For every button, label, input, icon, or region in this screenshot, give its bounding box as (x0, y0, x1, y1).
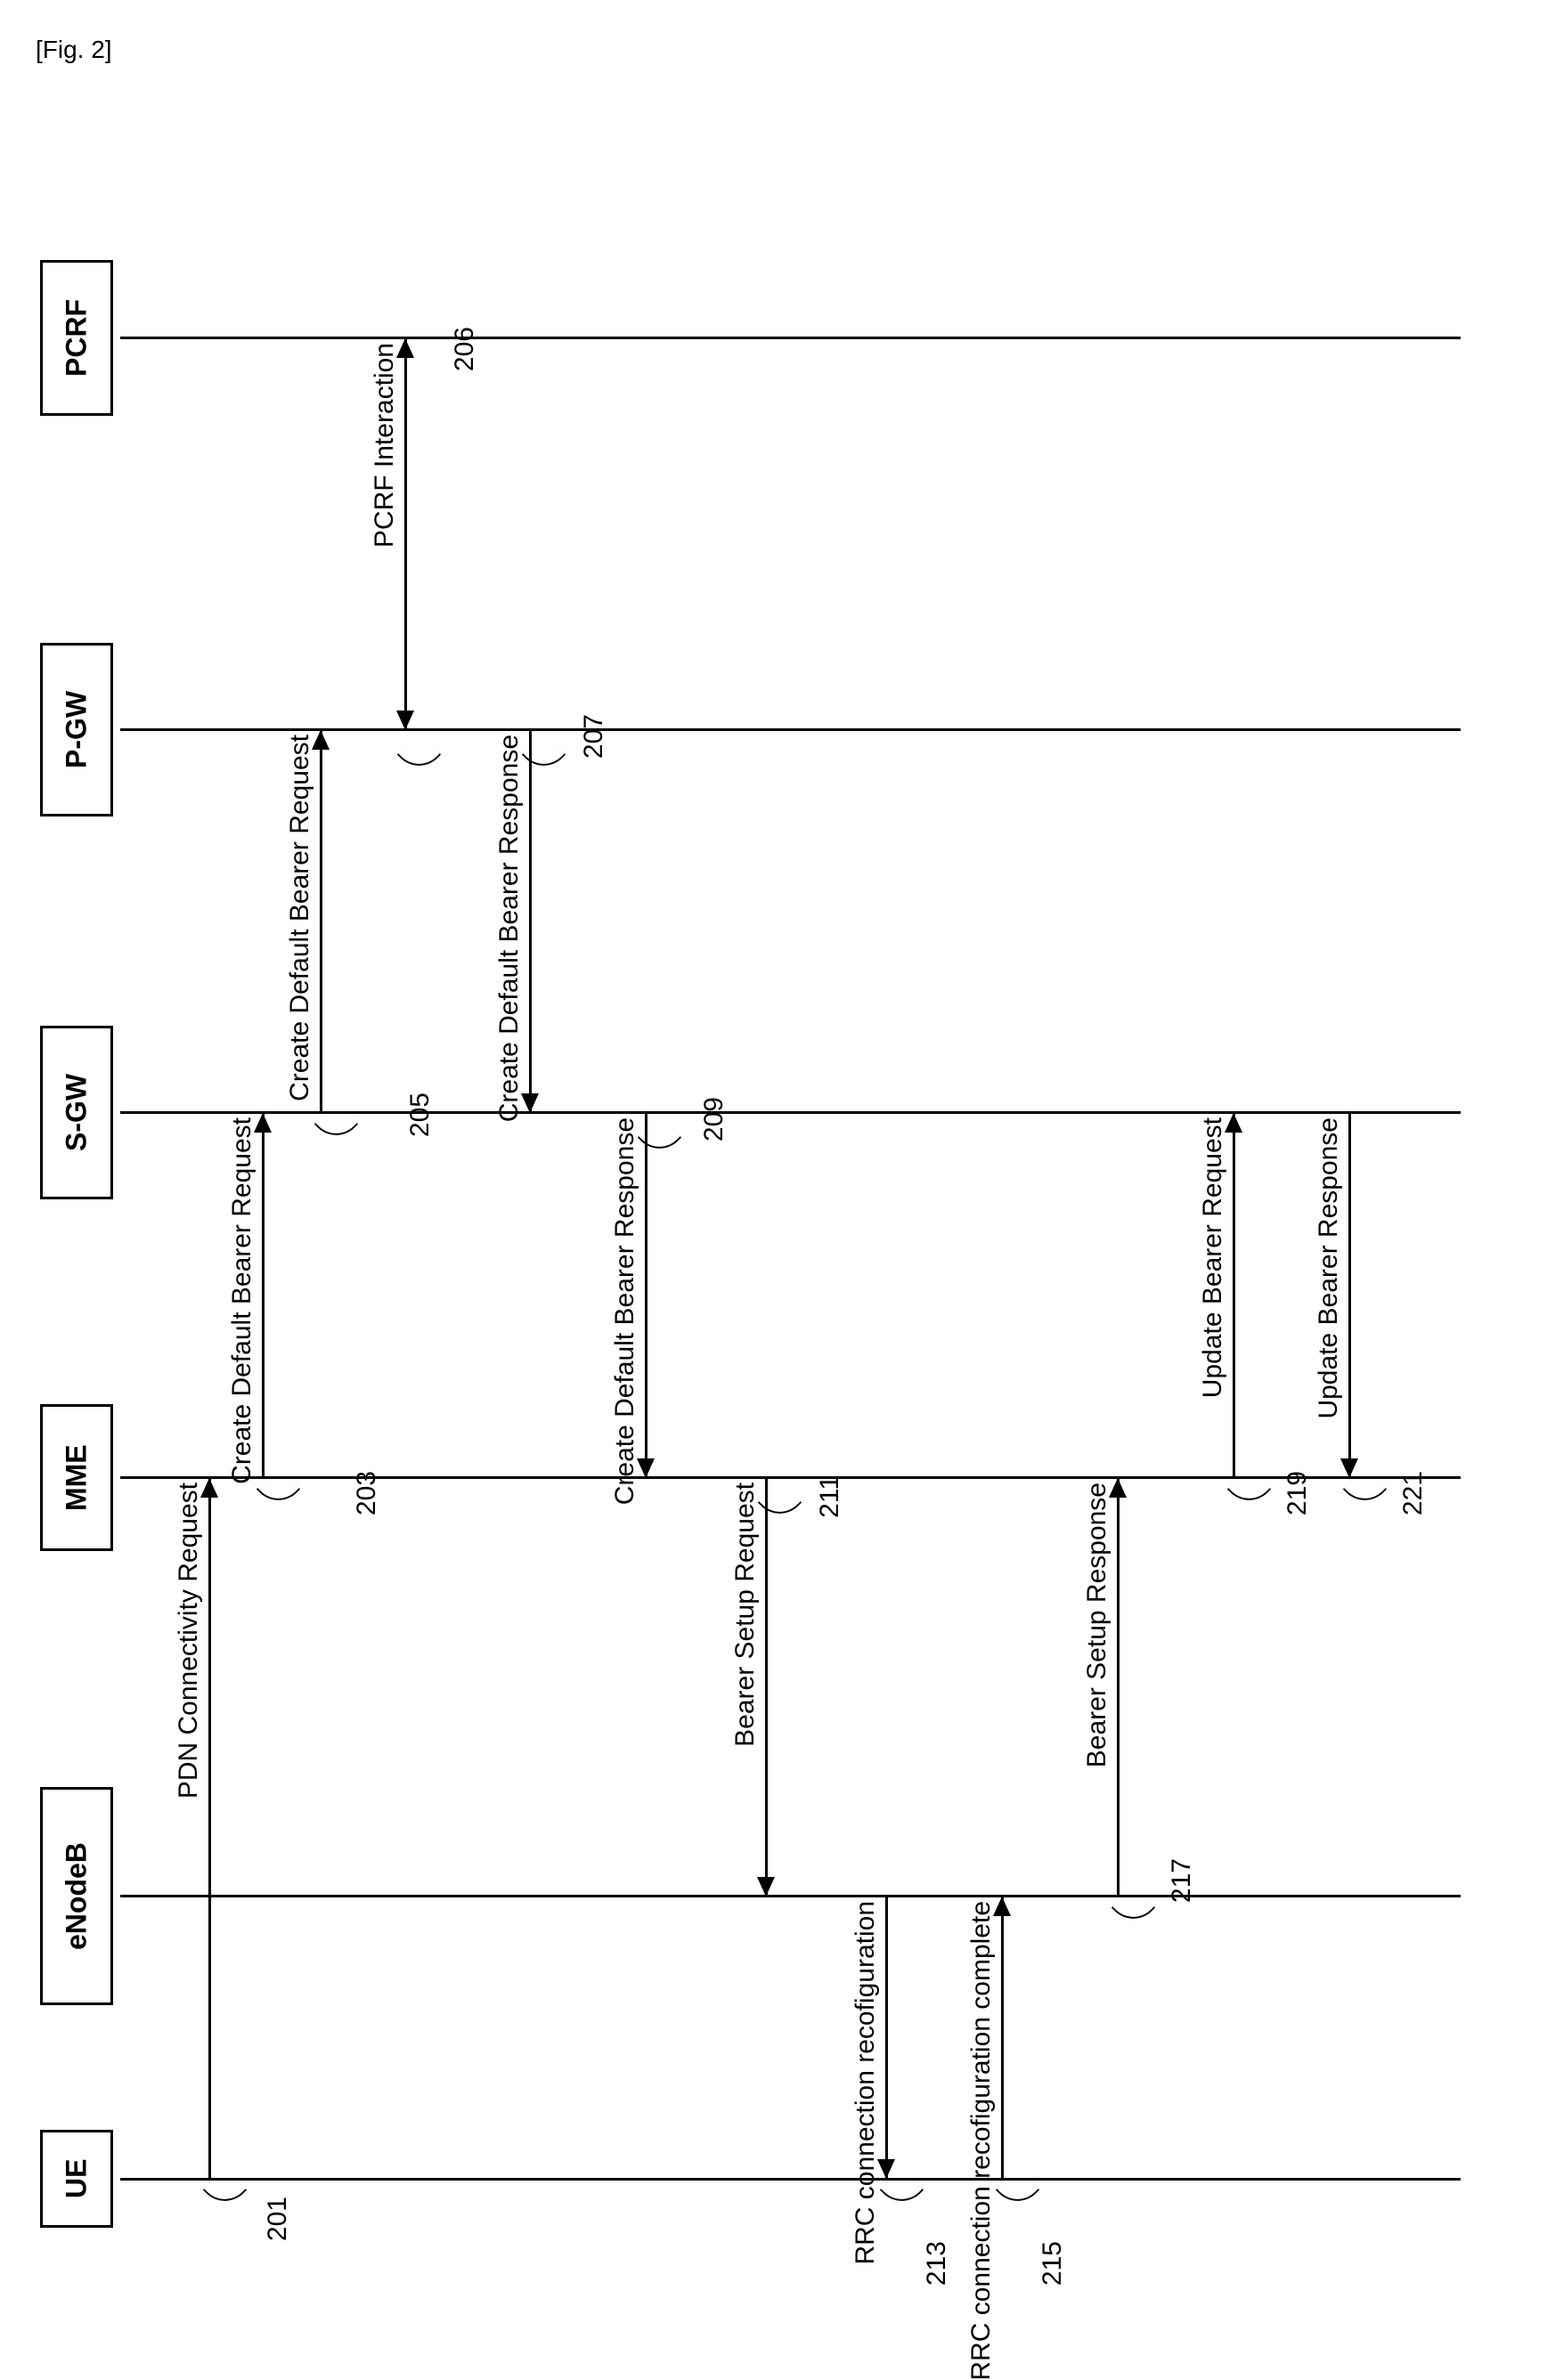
message-label-211: Bearer Setup Request (730, 1482, 761, 1747)
ref-211: 211 (815, 1475, 845, 1518)
message-line-211 (765, 1478, 768, 1897)
connector-206 (397, 732, 441, 776)
actor-mme: MME (40, 1404, 113, 1551)
message-label-219: Update Bearer Request (1198, 1117, 1228, 1398)
ref-207: 207 (579, 714, 609, 759)
message-label-221: Update Bearer Response (1314, 1117, 1344, 1419)
ref-203: 203 (352, 1471, 382, 1515)
ref-205: 205 (405, 1093, 436, 1137)
message-label-201: PDN Connectivity Request (174, 1482, 204, 1799)
message-label-205: Create Default Bearer Request (285, 735, 315, 1101)
arrow-down-icon (757, 1877, 775, 1897)
lifeline-enodeb (120, 1895, 1461, 1897)
ref-217: 217 (1167, 1858, 1197, 1903)
message-line-203 (262, 1113, 265, 1478)
message-label-203: Create Default Bearer Request (227, 1117, 257, 1484)
message-label-206: PCRF Interaction (370, 343, 400, 548)
ref-213: 213 (922, 2241, 952, 2286)
ref-221: 221 (1398, 1471, 1429, 1515)
message-line-209 (645, 1113, 647, 1478)
message-line-201 (208, 1478, 211, 2180)
actor-enodeb: eNodeB (40, 1787, 113, 2005)
message-label-213: RRC connection recofiguration (851, 1901, 881, 2265)
lifeline-ue (120, 2178, 1461, 2181)
ref-209: 209 (699, 1097, 729, 1141)
message-label-209: Create Default Bearer Response (610, 1117, 640, 1505)
ref-201: 201 (263, 2197, 293, 2241)
message-line-207 (529, 730, 532, 1113)
sequence-diagram: UE eNodeB MME S-GW P-GW PCRF PDN Connectivity … (36, 82, 1511, 2308)
figure-label: [Fig. 2] (36, 36, 1511, 64)
ref-215: 215 (1038, 2241, 1068, 2286)
actor-sgw: S-GW (40, 1026, 113, 1199)
arrow-down-icon (1340, 1458, 1358, 1478)
ref-219: 219 (1282, 1471, 1313, 1515)
message-line-206 (404, 338, 407, 730)
message-label-207: Create Default Bearer Response (494, 735, 525, 1122)
message-line-215 (1001, 1897, 1004, 2180)
ref-206: 206 (450, 327, 480, 371)
message-line-217 (1117, 1478, 1120, 1897)
message-line-221 (1348, 1113, 1351, 1478)
actor-ue: UE (40, 2130, 113, 2228)
actor-pgw: P-GW (40, 643, 113, 816)
message-line-219 (1233, 1113, 1235, 1478)
arrow-down-icon (396, 711, 414, 730)
lifeline-pcrf (120, 337, 1461, 339)
actor-pcrf: PCRF (40, 260, 113, 416)
message-label-215: RRC connection recofiguration complete (966, 1901, 997, 2380)
message-line-205 (320, 730, 322, 1113)
message-line-213 (885, 1897, 888, 2180)
message-label-217: Bearer Setup Response (1082, 1482, 1112, 1767)
